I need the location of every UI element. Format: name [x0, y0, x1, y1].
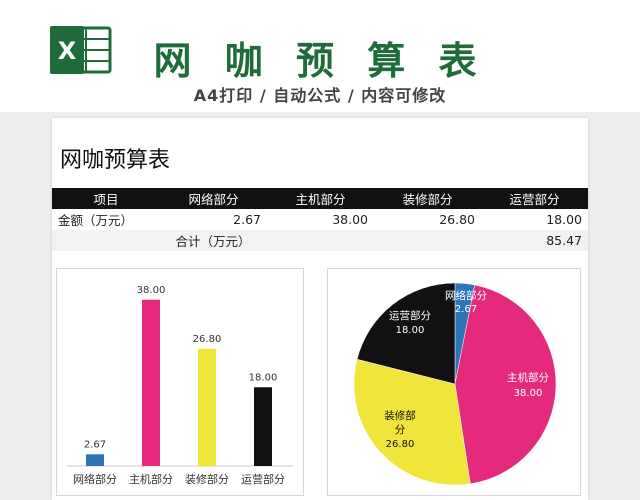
header-network: 网络部分 — [188, 192, 239, 207]
pie-value-label: 38.00 — [514, 388, 543, 399]
bar-value-label: 26.80 — [193, 334, 222, 345]
pie-category-label: 网络部分 — [445, 289, 487, 302]
banner: X 网 咖 预 算 表 A4打印 / 自动公式 / 内容可修改 — [0, 0, 640, 112]
pie-category-label: 主机部分 — [507, 371, 549, 384]
bar-value-label: 38.00 — [137, 285, 166, 296]
cell-operations[interactable]: 18.00 — [546, 212, 582, 227]
pie-category-label: 运营部分 — [389, 309, 431, 322]
bar[interactable] — [198, 348, 216, 466]
x-tick-label: 网络部分 — [73, 472, 117, 486]
pie-slice[interactable] — [353, 358, 471, 486]
banner-subtitle: A4打印 / 自动公式 / 内容可修改 — [193, 86, 447, 105]
bar[interactable] — [86, 454, 104, 466]
bar-chart-panel[interactable]: 2.67 网络部分 38.00 主机部分 26.80 装修部分 18.00 运营部分 — [56, 268, 304, 496]
pie-chart: 网络部分 2.67 主机部分 38.00 装修部分 26.80 运营部分 18.00 — [353, 282, 557, 486]
bar-value-label: 18.00 — [249, 372, 278, 383]
pie-value-label: 2.67 — [455, 304, 477, 315]
pie-slice[interactable] — [356, 282, 456, 385]
bar-chart: 2.67 网络部分 38.00 主机部分 26.80 装修部分 18.00 运营部分 — [67, 285, 293, 486]
cell-network[interactable]: 2.67 — [233, 212, 261, 227]
header-host: 主机部分 — [295, 192, 346, 207]
total-label: 合计（万元） — [175, 234, 251, 249]
x-tick-label: 装修部分 — [185, 472, 229, 486]
pie-chart-panel[interactable]: 网络部分 2.67 主机部分 38.00 装修部分 26.80 运营部分 18.00 — [327, 268, 581, 496]
table-header-row: 项目 网络部分 主机部分 装修部分 运营部分 — [52, 188, 588, 209]
header-decoration: 装修部分 — [402, 192, 453, 207]
total-row: 合计（万元） 85.47 — [52, 230, 588, 251]
row-label[interactable]: 金额（万元） — [58, 213, 134, 228]
pie-slice[interactable] — [454, 284, 557, 485]
logo-letter: X — [58, 37, 77, 65]
pie-category-label: 装修部分 — [384, 409, 416, 436]
total-value[interactable]: 85.47 — [546, 233, 582, 248]
pie-value-label: 26.80 — [386, 439, 415, 450]
excel-logo-icon: X — [50, 26, 112, 74]
budget-table: 项目 网络部分 主机部分 装修部分 运营部分 金额（万元） 2.67 38.00… — [52, 188, 588, 251]
bar[interactable] — [254, 387, 272, 466]
bar[interactable] — [142, 299, 160, 466]
header-item: 项目 — [93, 192, 119, 207]
banner-title: 网 咖 预 算 表 — [153, 39, 487, 83]
bar-value-label: 2.67 — [84, 439, 106, 450]
pie-label-line: 分 — [395, 424, 406, 436]
x-tick-label: 运营部分 — [241, 472, 285, 486]
cell-host[interactable]: 38.00 — [332, 212, 368, 227]
header-operations: 运营部分 — [509, 192, 560, 207]
table-row: 金额（万元） 2.67 38.00 26.80 18.00 — [52, 209, 588, 230]
sheet-title: 网咖预算表 — [60, 148, 171, 173]
cell-decoration[interactable]: 26.80 — [439, 212, 475, 227]
pie-label-line: 装修部 — [384, 409, 416, 422]
x-tick-label: 主机部分 — [129, 472, 173, 486]
pie-value-label: 18.00 — [396, 325, 425, 336]
